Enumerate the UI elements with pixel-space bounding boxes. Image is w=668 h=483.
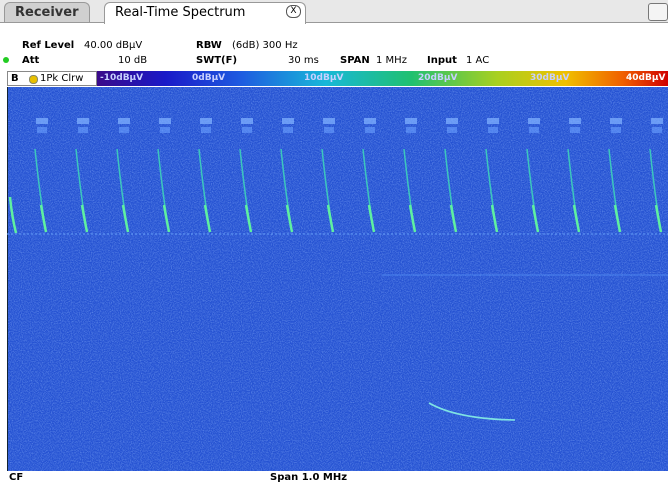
scale-label: 10dBµV — [304, 73, 343, 83]
burst — [159, 118, 171, 124]
status-dot — [3, 57, 9, 63]
burst — [282, 118, 294, 124]
scale-label: -10dBµV — [100, 73, 143, 83]
burst — [447, 127, 457, 133]
scale-label: 0dBµV — [192, 73, 225, 83]
setting-label: Ref Level — [22, 40, 74, 51]
setting-value: 30 ms — [288, 55, 319, 66]
burst — [323, 118, 335, 124]
setting-value: (6dB) 300 Hz — [232, 40, 298, 51]
tab-label: Real-Time Spectrum — [115, 5, 245, 20]
burst — [569, 118, 581, 124]
burst — [488, 127, 498, 133]
burst — [37, 127, 47, 133]
setting-label: SPAN — [340, 55, 370, 66]
burst — [201, 127, 211, 133]
footer-label: CF — [9, 472, 23, 483]
burst — [36, 118, 48, 124]
burst — [405, 118, 417, 124]
burst — [652, 127, 662, 133]
burst — [283, 127, 293, 133]
trace-label: 1Pk Clrw — [40, 73, 83, 84]
burst — [118, 118, 130, 124]
setting-label: SWT(F) — [196, 55, 237, 66]
active-tab[interactable]: Real-Time Spectrum — [104, 2, 306, 24]
setting-value: 40.00 dBµV — [84, 40, 142, 51]
close-button[interactable]: X — [286, 5, 301, 18]
burst — [200, 118, 212, 124]
tab-bar — [0, 0, 668, 23]
page: Receiver Real-Time Spectrum X Ref Level … — [0, 0, 668, 483]
burst — [611, 127, 621, 133]
spectrogram — [7, 87, 668, 471]
burst — [529, 127, 539, 133]
burst — [528, 118, 540, 124]
setting-label: Input — [427, 55, 457, 66]
burst — [610, 118, 622, 124]
burst — [242, 127, 252, 133]
burst — [446, 118, 458, 124]
setting-value: 1 MHz — [376, 55, 407, 66]
burst — [324, 127, 334, 133]
noise — [7, 87, 668, 471]
setting-label: Att — [22, 55, 39, 66]
burst — [406, 127, 416, 133]
setting-value: 10 dB — [118, 55, 147, 66]
setting-label: RBW — [196, 40, 222, 51]
toolbar-icon[interactable] — [648, 3, 668, 21]
burst — [119, 127, 129, 133]
burst — [241, 118, 253, 124]
scale-label: 20dBµV — [418, 73, 457, 83]
scale-label: 30dBµV — [530, 73, 569, 83]
burst — [487, 118, 499, 124]
burst — [78, 127, 88, 133]
burst — [365, 127, 375, 133]
burst — [160, 127, 170, 133]
window-label: B — [11, 73, 19, 84]
tab[interactable]: Receiver — [4, 2, 90, 22]
color-scale — [97, 71, 668, 86]
footer-label: Span 1.0 MHz — [270, 472, 347, 483]
burst — [651, 118, 663, 124]
setting-value: 1 AC — [466, 55, 489, 66]
burst — [77, 118, 89, 124]
burst — [364, 118, 376, 124]
scale-label: 40dBµV — [626, 73, 665, 83]
burst — [570, 127, 580, 133]
trace-dot — [29, 75, 38, 84]
